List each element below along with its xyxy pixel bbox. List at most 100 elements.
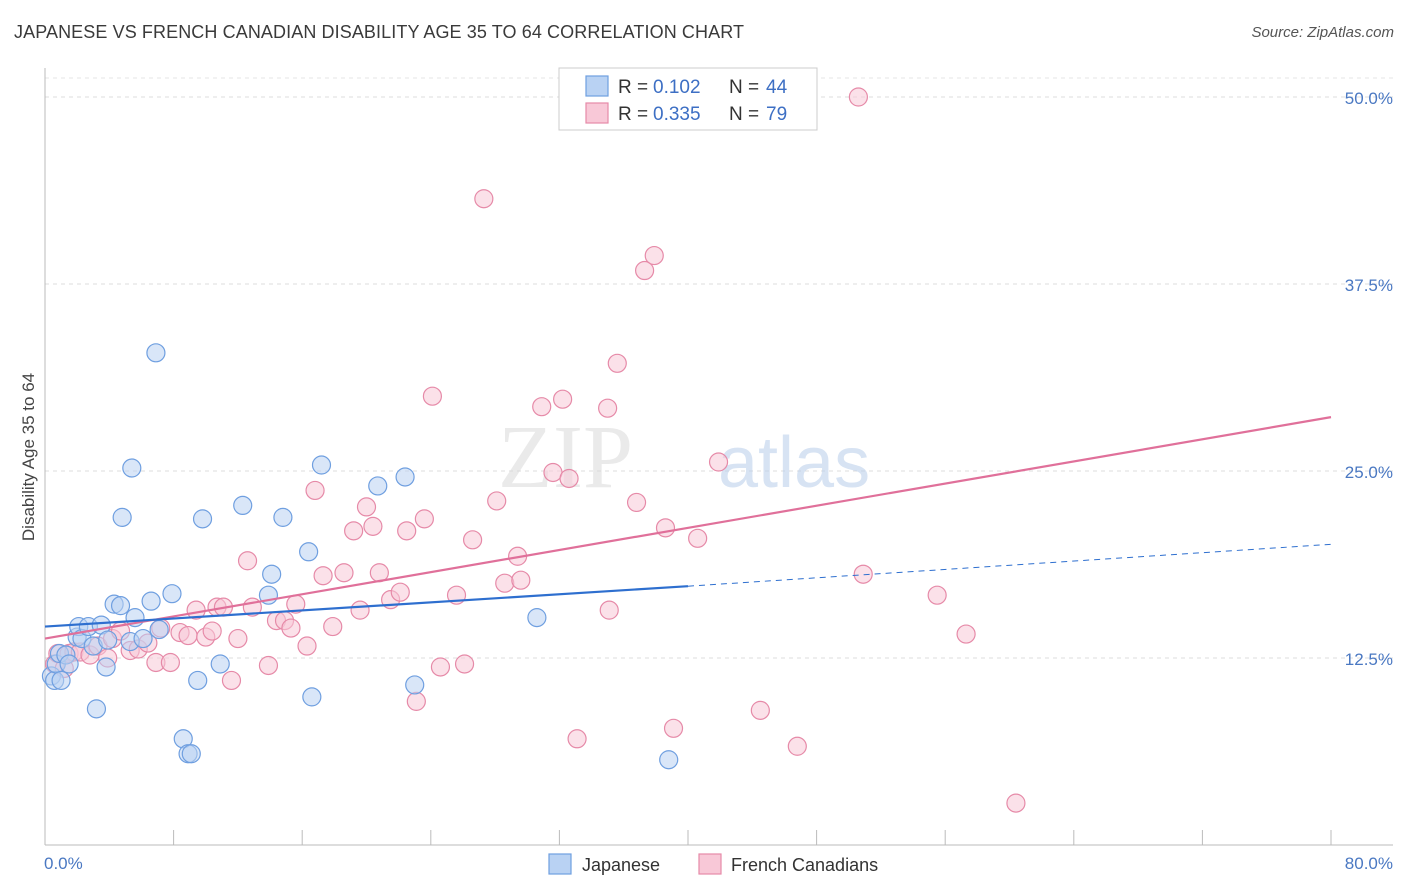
french-canadians-points [45, 87, 1026, 813]
french-canadians-point [422, 386, 443, 406]
french-canadians-point [390, 582, 410, 602]
french-canadians-point [323, 616, 343, 637]
watermark: ZIP atlas [498, 408, 870, 507]
french-canadians-point [567, 729, 587, 749]
japanese-trend-extension [687, 543, 1332, 587]
french-canadians-point [626, 492, 647, 513]
french-canadians-point [228, 628, 248, 649]
french-canadians-trend-line [44, 416, 1332, 640]
french-canadians-point [406, 691, 426, 711]
french-canadians-point [495, 573, 515, 593]
axes [44, 68, 1393, 846]
bottom-legend-japanese: Japanese [582, 855, 660, 875]
french-canadians-point [688, 528, 708, 548]
japanese-point [98, 630, 118, 650]
french-canadians-point [708, 452, 729, 472]
french-canadians-point [297, 636, 317, 656]
french-canadians-point [663, 718, 684, 738]
french-canadians-point [350, 600, 370, 620]
japanese-point [141, 591, 161, 611]
japanese-point [133, 628, 153, 649]
japanese-point [188, 670, 208, 691]
japanese-point [181, 744, 201, 764]
japanese-point [122, 458, 142, 478]
french-canadians-point [598, 398, 618, 418]
y-axis-label: Disability Age 35 to 64 [19, 373, 38, 541]
japanese-point [86, 699, 107, 719]
french-canadians-point [532, 397, 552, 417]
japanese-point [96, 657, 116, 677]
japanese-point [162, 584, 182, 604]
french-canadians-point [853, 564, 873, 584]
gridlines [45, 77, 1393, 659]
french-canadians-point [178, 625, 198, 646]
french-canadians-point [258, 655, 279, 676]
french-canadians-point [559, 468, 579, 489]
japanese-point [149, 619, 169, 640]
japanese-point [368, 476, 388, 496]
japanese-point [110, 596, 131, 616]
bottom-legend: Japanese French Canadians [548, 853, 878, 875]
y-tick-label: 50.0% [1345, 89, 1393, 108]
french-canadians-point [305, 480, 325, 501]
japanese-point [405, 675, 425, 695]
french-canadians-point [313, 566, 333, 586]
bottom-legend-swatch-french [698, 853, 722, 875]
french-canadians-point [750, 700, 770, 720]
french-canadians-point [356, 497, 377, 517]
french-canadians-point [1006, 793, 1026, 813]
french-canadians-point [397, 521, 417, 541]
french-canadians-point [599, 600, 619, 620]
french-canadians-point [334, 563, 354, 583]
legend-n-value: 79 [766, 104, 787, 125]
french-canadians-point [787, 736, 807, 756]
legend-swatch-french [585, 102, 609, 124]
french-canadians-point [474, 189, 494, 209]
legend-r-label: R = [618, 77, 648, 98]
japanese-point [210, 654, 230, 674]
legend-n-value: 44 [766, 77, 788, 98]
japanese-point [59, 654, 79, 674]
y-tick-label: 37.5% [1345, 276, 1393, 295]
legend-r-value: 0.102 [653, 77, 701, 98]
japanese-point [273, 507, 293, 527]
y-tick-label: 12.5% [1345, 650, 1393, 669]
legend-r-label: R = [618, 104, 648, 125]
french-canadians-point [511, 570, 531, 590]
bottom-legend-swatch-japanese [548, 853, 572, 875]
japanese-point [311, 455, 332, 475]
french-canadians-point [430, 657, 451, 677]
japanese-point [146, 343, 166, 363]
french-canadians-point [644, 245, 664, 266]
japanese-point [299, 542, 319, 562]
french-canadians-point [363, 516, 383, 536]
french-canadians-point [454, 654, 475, 674]
trend-lines [44, 416, 1332, 640]
watermark-zip: ZIP [498, 408, 633, 507]
french-canadians-point [634, 260, 655, 281]
legend-swatch-japanese [585, 75, 609, 97]
legend-r-value: 0.335 [653, 104, 701, 125]
japanese-point [527, 608, 547, 628]
x-tick-label: 0.0% [44, 854, 83, 873]
bottom-legend-french: French Canadians [731, 855, 878, 875]
japanese-trend-line [44, 585, 689, 628]
legend: R = 0.102 N = 44 R = 0.335 N = 79 [558, 67, 818, 131]
tick-labels: 12.5% 25.0% 37.5% 50.0% 0.0% 80.0% [44, 89, 1393, 873]
japanese-point [302, 687, 322, 707]
source-label: Source: ZipAtlas.com [1251, 24, 1394, 41]
french-canadians-point [487, 491, 507, 511]
japanese-point [395, 467, 415, 487]
french-canadians-point [221, 670, 242, 691]
x-tick-label: 80.0% [1345, 854, 1393, 873]
french-canadians-point [414, 509, 434, 529]
french-canadians-point [848, 87, 868, 107]
japanese-point [659, 750, 679, 770]
french-canadians-point [237, 551, 258, 571]
french-canadians-point [655, 518, 676, 538]
french-canadians-point [281, 618, 301, 638]
french-canadians-point [956, 624, 976, 644]
french-canadians-point [927, 585, 947, 605]
french-canadians-point [607, 353, 627, 373]
